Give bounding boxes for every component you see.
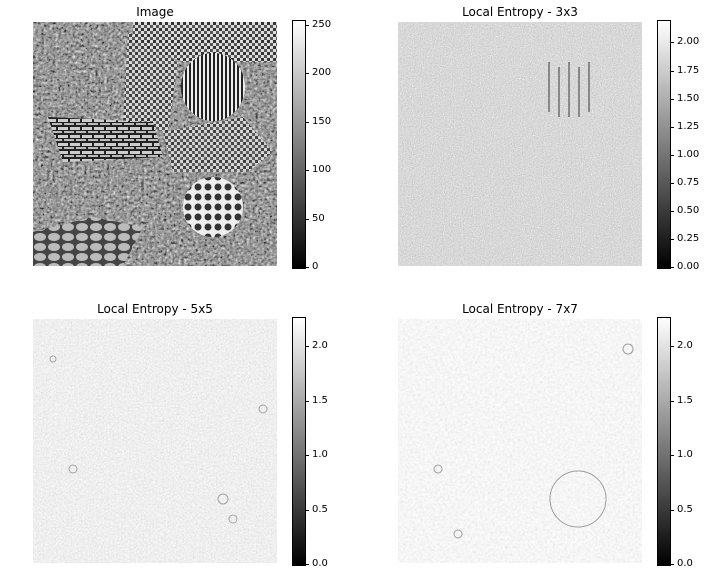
colorbar-tick-mark [306,455,309,456]
colorbar-tick-label: 250 [312,19,332,30]
texture-image [33,22,277,266]
colorbar-tick-label: 0.75 [677,177,700,188]
panel-title: Local Entropy - 3x3 [462,5,578,19]
colorbar-tick-mark [306,122,309,123]
entropy-image [398,22,642,266]
colorbar-tick-mark [306,564,309,565]
colorbar-tick-label: 100 [312,164,332,175]
colorbar-tick-label: 1.75 [677,65,700,76]
colorbar-tick-label: 200 [312,67,332,78]
colorbar-tick-label: 1.25 [677,121,700,132]
colorbar-tick-mark [671,127,674,128]
colorbar-tick-label: 0.50 [677,205,700,216]
colorbar-tick-mark [671,99,674,100]
colorbar-tick-mark [306,25,309,26]
colorbar-tick-label: 50 [312,213,325,224]
colorbar-tick-mark [306,401,309,402]
colorbar-tick-mark [306,510,309,511]
colorbar-tick-mark [671,267,674,268]
colorbar-tick-label: 2.0 [677,340,693,351]
colorbar-tick-mark [671,155,674,156]
colorbar-tick-mark [306,267,309,268]
colorbar [292,20,306,269]
colorbar-tick-mark [671,211,674,212]
colorbar-tick-label: 1.00 [677,149,700,160]
colorbar-tick-label: 0.5 [312,504,328,515]
colorbar-tick-label: 1.5 [677,395,693,406]
colorbar-tick-mark [306,170,309,171]
colorbar [657,317,671,566]
entropy-image [398,319,642,563]
panel-title: Local Entropy - 5x5 [97,302,213,316]
colorbar-tick-label: 0.5 [677,504,693,515]
colorbar-tick-mark [671,239,674,240]
colorbar-tick-label: 1.0 [312,449,328,460]
colorbar-tick-mark [671,455,674,456]
colorbar-tick-mark [671,71,674,72]
colorbar-tick-mark [671,183,674,184]
colorbar-tick-mark [671,401,674,402]
colorbar-tick-label: 2.00 [677,36,700,47]
panel-title: Local Entropy - 7x7 [462,302,578,316]
colorbar-tick-mark [306,73,309,74]
colorbar-tick-mark [306,219,309,220]
colorbar-tick-mark [671,346,674,347]
entropy-image [33,319,277,563]
colorbar-tick-label: 2.0 [312,340,328,351]
colorbar-tick-mark [671,42,674,43]
colorbar [657,20,671,269]
colorbar-tick-label: 0.25 [677,233,700,244]
colorbar-tick-label: 0 [312,261,319,272]
colorbar [292,317,306,566]
panel-title: Image [136,5,174,19]
colorbar-tick-label: 0.0 [677,558,693,569]
colorbar-tick-label: 1.5 [312,395,328,406]
colorbar-tick-mark [671,510,674,511]
colorbar-tick-label: 150 [312,116,332,127]
colorbar-tick-mark [306,346,309,347]
colorbar-tick-mark [671,564,674,565]
colorbar-tick-label: 0.00 [677,261,700,272]
colorbar-tick-label: 1.0 [677,449,693,460]
colorbar-tick-label: 1.50 [677,93,700,104]
colorbar-tick-label: 0.0 [312,558,328,569]
